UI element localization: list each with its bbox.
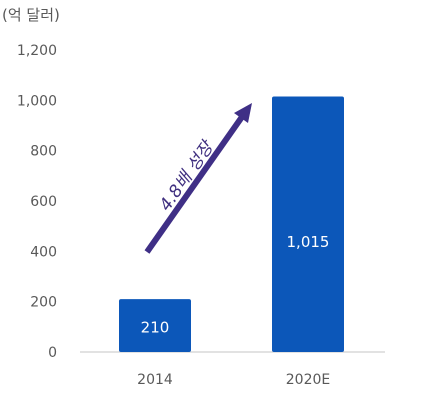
arrowhead (234, 103, 252, 123)
x-axis-ticks: 2014 2020E (137, 372, 330, 388)
y-tick-label: 800 (30, 144, 57, 160)
growth-arrow (144, 103, 252, 254)
bar-2020e (272, 96, 344, 352)
x-tick-label: 2014 (137, 372, 173, 388)
y-tick-label: 400 (30, 244, 57, 260)
y-tick-label: 200 (30, 295, 57, 311)
bar-value-label: 1,015 (287, 233, 330, 251)
y-axis-ticks: 0 200 400 600 800 1,000 1,200 (17, 43, 57, 361)
bar-2014 (119, 299, 191, 352)
y-tick-label: 600 (30, 194, 57, 210)
growth-annotation: 4.8배 성장 (156, 136, 219, 214)
y-tick-label: 1,000 (17, 93, 57, 109)
x-tick-label: 2020E (286, 372, 330, 388)
unit-label: (억 달러) (2, 6, 60, 24)
y-tick-label: 1,200 (17, 43, 57, 59)
bars: 210 1,015 (119, 96, 344, 352)
y-tick-label: 0 (48, 345, 57, 361)
bar-value-label: 210 (141, 319, 170, 337)
